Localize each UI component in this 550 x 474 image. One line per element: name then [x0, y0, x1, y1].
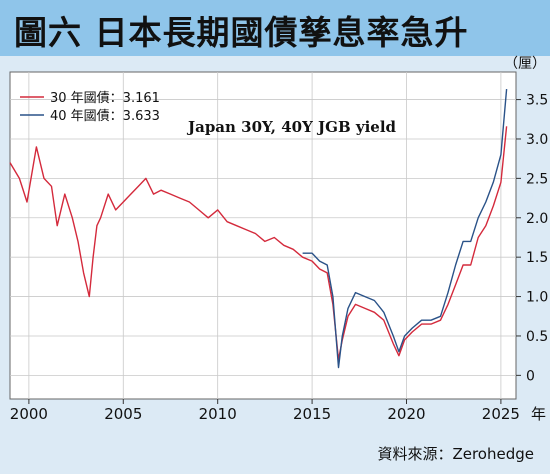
plot-area	[9, 71, 517, 400]
y-tick-label: 1.5	[526, 250, 548, 266]
y-tick-label: 3.5	[526, 93, 548, 109]
title-bar: 圖六 日本長期國債孳息率急升	[0, 0, 550, 56]
x-tick-label: 2000	[10, 405, 48, 423]
x-tick-label: 2025	[482, 405, 520, 423]
x-tick-label: 2020	[387, 405, 425, 423]
x-tick-label: 2010	[199, 405, 237, 423]
y-tick-label: 1.0	[526, 290, 548, 306]
chart-annotation: Japan 30Y, 40Y JGB yield	[186, 118, 397, 136]
y-tick-label: 2.5	[526, 171, 548, 187]
series-layer	[9, 89, 508, 369]
x-tick-label: 2015	[293, 405, 331, 423]
legend-label-40y: 40 年國債：3.633	[50, 109, 160, 124]
x-unit-label: 年	[531, 405, 546, 423]
y-unit-label: （厘）	[504, 56, 546, 72]
y-tick-label: 0	[526, 368, 535, 384]
axis-layer: 2000 2005 2010 2015 2020 2025 0 0.5 1.0 1.5 2.0 2.5…	[10, 93, 548, 423]
series-line-40y	[302, 89, 508, 369]
source-note: 資料來源：Zerohedge	[377, 445, 534, 463]
y-tick-label: 0.5	[526, 329, 548, 345]
legend: 30 年國債：3.161 40 年國債：3.633	[20, 91, 160, 124]
y-tick-label: 2.0	[526, 211, 548, 227]
legend-label-30y: 30 年國債：3.161	[50, 91, 160, 106]
x-tick-label: 2005	[104, 405, 142, 423]
series-line-30y	[9, 126, 508, 361]
y-tick-label: 3.0	[526, 132, 548, 148]
chart-title: 圖六 日本長期國債孳息率急升	[14, 13, 469, 52]
grid-layer	[10, 72, 516, 399]
